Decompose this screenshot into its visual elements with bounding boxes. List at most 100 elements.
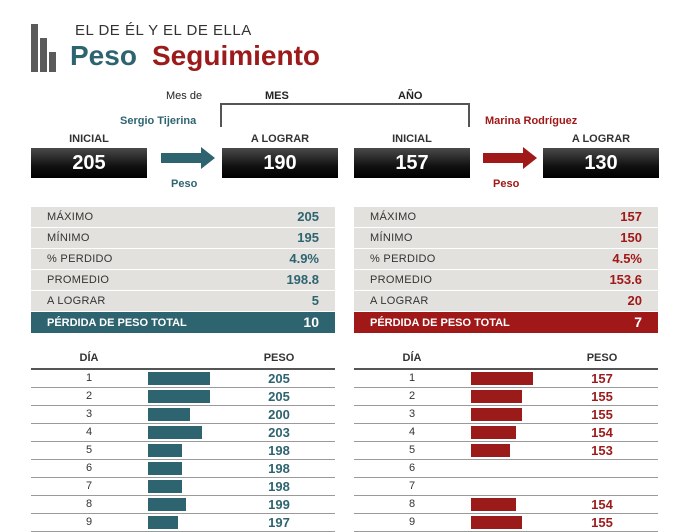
weight-cell[interactable]: 205 xyxy=(268,371,290,386)
weight-bar xyxy=(148,480,182,493)
her-stats-panel: MÁXIMO 157 MÍNIMO 150 % PERDIDO 4.5% PRO… xyxy=(354,207,658,333)
table-row[interactable]: 9 197 xyxy=(31,514,335,532)
day-cell: 8 xyxy=(408,498,416,510)
her-goal-value: 130 xyxy=(543,148,659,178)
weight-cell[interactable]: 198 xyxy=(268,461,290,476)
weight-cell[interactable]: 155 xyxy=(591,407,613,422)
total-label: PÉRDIDA DE PESO TOTAL xyxy=(370,317,510,329)
weight-bar xyxy=(148,516,178,529)
stat-label: MÁXIMO xyxy=(47,211,94,223)
her-weight-table: DÍA PESO 1 157 2 155 3 155 4 154 5 153 6 7 8 154 9 155 xyxy=(354,350,658,532)
weight-cell[interactable]: 154 xyxy=(591,497,613,512)
weight-cell[interactable]: 205 xyxy=(268,389,290,404)
table-row[interactable]: 6 xyxy=(354,460,658,478)
weight-bar xyxy=(148,390,210,403)
page-subtitle: EL DE ÉL Y EL DE ELLA xyxy=(75,22,252,39)
table-row[interactable]: 3 200 xyxy=(31,406,335,424)
her-stat-percent-lost: % PERDIDO 4.5% xyxy=(354,249,658,270)
table-row[interactable]: 6 198 xyxy=(31,460,335,478)
weight-column-header: PESO xyxy=(263,352,295,364)
weight-bar xyxy=(471,426,516,439)
table-row[interactable]: 3 155 xyxy=(354,406,658,424)
stat-value: 4.9% xyxy=(289,251,319,266)
him-initial-label: INICIAL xyxy=(69,133,109,145)
table-row[interactable]: 5 198 xyxy=(31,442,335,460)
stat-value: 198.8 xyxy=(286,272,319,287)
table-row[interactable]: 4 203 xyxy=(31,424,335,442)
weight-cell[interactable]: 153 xyxy=(591,443,613,458)
day-cell: 3 xyxy=(85,408,93,420)
day-cell: 3 xyxy=(408,408,416,420)
her-name[interactable]: Marina Rodríguez xyxy=(485,115,578,127)
table-row[interactable]: 2 205 xyxy=(31,388,335,406)
table-header: DÍA PESO xyxy=(31,350,335,370)
weight-cell[interactable]: 154 xyxy=(591,425,613,440)
total-label: PÉRDIDA DE PESO TOTAL xyxy=(47,317,187,329)
him-arrow-label: Peso xyxy=(171,178,198,190)
weight-cell[interactable]: 199 xyxy=(268,497,290,512)
him-stats-panel: MÁXIMO 205 MÍNIMO 195 % PERDIDO 4.9% PRO… xyxy=(31,207,335,333)
stat-label: % PERDIDO xyxy=(370,253,436,265)
weight-bar xyxy=(471,390,522,403)
mes-de-label: Mes de xyxy=(166,90,203,102)
stat-value: 205 xyxy=(297,209,319,224)
table-row[interactable]: 8 154 xyxy=(354,496,658,514)
weight-cell[interactable]: 198 xyxy=(268,443,290,458)
weight-bar xyxy=(471,444,510,457)
month-field-label[interactable]: MES xyxy=(265,90,289,102)
weight-cell[interactable]: 157 xyxy=(591,371,613,386)
stat-label: PROMEDIO xyxy=(47,274,110,286)
stat-label: PROMEDIO xyxy=(370,274,433,286)
table-row[interactable]: 5 153 xyxy=(354,442,658,460)
stat-value: 5 xyxy=(311,293,319,308)
stat-value: 20 xyxy=(627,293,642,308)
year-field-label[interactable]: AÑO xyxy=(398,90,423,102)
stat-value: 4.5% xyxy=(612,251,642,266)
table-row[interactable]: 4 154 xyxy=(354,424,658,442)
weight-bar xyxy=(471,372,533,385)
stat-label: A LOGRAR xyxy=(47,295,106,307)
day-cell: 4 xyxy=(408,426,416,438)
weight-bar xyxy=(148,372,210,385)
her-stat-to-goal: A LOGRAR 20 xyxy=(354,291,658,312)
weight-cell[interactable]: 155 xyxy=(591,389,613,404)
weight-bar xyxy=(471,408,522,421)
him-stat-max: MÁXIMO 205 xyxy=(31,207,335,228)
weight-cell[interactable]: 197 xyxy=(268,515,290,530)
her-stat-min: MÍNIMO 150 xyxy=(354,228,658,249)
day-cell: 2 xyxy=(85,390,93,402)
her-stat-average: PROMEDIO 153.6 xyxy=(354,270,658,291)
stat-value: 153.6 xyxy=(609,272,642,287)
her-stat-max: MÁXIMO 157 xyxy=(354,207,658,228)
table-row[interactable]: 9 155 xyxy=(354,514,658,532)
him-arrow-right-icon xyxy=(161,147,215,169)
weight-cell[interactable]: 155 xyxy=(591,515,613,530)
weight-bar xyxy=(148,444,182,457)
her-arrow-label: Peso xyxy=(493,178,520,190)
her-initial-value: 157 xyxy=(354,148,470,178)
table-row[interactable]: 1 157 xyxy=(354,370,658,388)
stat-value: 195 xyxy=(297,230,319,245)
table-row[interactable]: 2 155 xyxy=(354,388,658,406)
him-goal-value: 190 xyxy=(222,148,338,178)
day-column-header: DÍA xyxy=(79,352,99,364)
weight-bar xyxy=(471,516,522,529)
her-arrow-right-icon xyxy=(483,147,537,169)
her-total-loss: PÉRDIDA DE PESO TOTAL 7 xyxy=(354,312,658,333)
day-cell: 1 xyxy=(85,372,93,384)
table-row[interactable]: 7 198 xyxy=(31,478,335,496)
table-row[interactable]: 8 199 xyxy=(31,496,335,514)
weight-cell[interactable]: 203 xyxy=(268,425,290,440)
weight-cell[interactable]: 198 xyxy=(268,479,290,494)
weight-cell[interactable]: 200 xyxy=(268,407,290,422)
him-name[interactable]: Sergio Tijerina xyxy=(120,115,197,127)
table-row[interactable]: 7 xyxy=(354,478,658,496)
table-row[interactable]: 1 205 xyxy=(31,370,335,388)
him-goal-label: A LOGRAR xyxy=(250,133,310,145)
day-cell: 9 xyxy=(408,516,416,528)
him-stat-average: PROMEDIO 198.8 xyxy=(31,270,335,291)
page-title-part1: Peso xyxy=(70,40,137,71)
weight-bar xyxy=(148,426,202,439)
day-cell: 9 xyxy=(85,516,93,528)
day-cell: 5 xyxy=(85,444,93,456)
